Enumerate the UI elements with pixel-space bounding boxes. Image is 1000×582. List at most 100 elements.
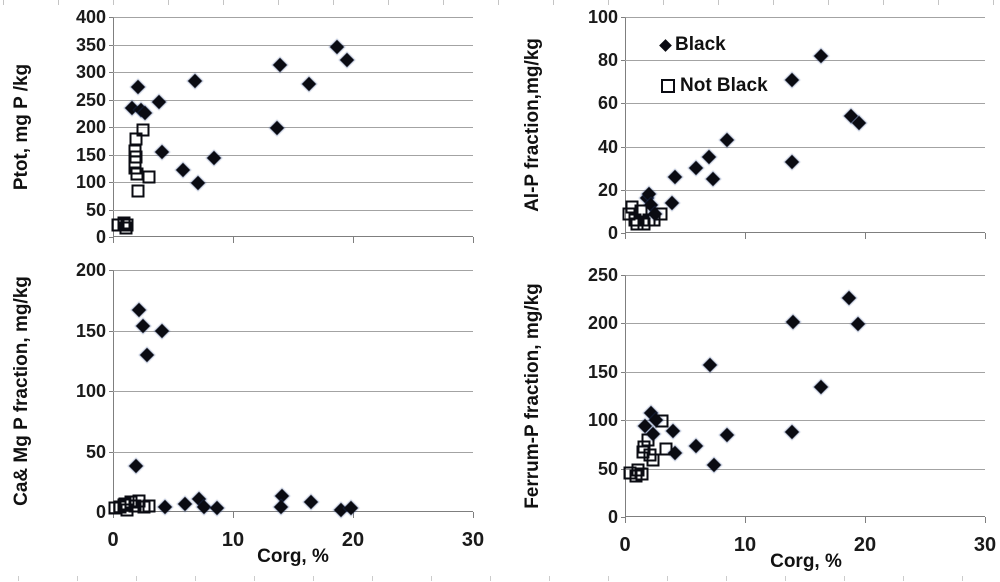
crop-edge-tick [962,576,963,581]
data-point-not-black [131,184,145,198]
gridline [625,103,985,105]
crop-edge-tick [828,0,829,5]
y-axis-title: Ca& Mg P fraction, mg/kg [11,276,32,506]
plot-area [625,275,985,517]
gridline [625,146,985,148]
gridline [625,323,985,325]
y-axis-tick [621,233,625,234]
x-axis-tick [985,233,986,239]
x-axis-tick [985,517,986,523]
y-tick-label: 400 [75,7,106,27]
y-axis-tick [109,154,113,156]
data-point-not-black [142,170,156,184]
x-axis-tick [473,512,474,518]
gridline [625,371,985,373]
data-point-not-black [654,207,668,221]
crop-edge-tick [223,0,224,5]
gridline [113,127,473,128]
crop-edge-tick [844,576,845,581]
crop-edge-tick [195,576,196,581]
y-tick-label: 20 [597,179,618,200]
x-tick-label: 10 [733,534,757,556]
crop-edge-tick [278,0,279,5]
square-marker-icon [661,79,675,93]
y-axis-tick [621,275,625,276]
gridline [625,60,985,62]
y-axis-title: Ferrum-P fraction, mg/kg [522,283,543,509]
y-axis-tick [109,512,113,513]
crop-edge-tick [667,576,668,581]
data-point-not-black [136,123,150,137]
crop-edge-tick [431,576,432,581]
x-axis-tick [473,237,474,243]
y-tick-label: 0 [95,502,106,522]
data-point-not-black [659,442,673,456]
y-axis-tick [621,17,625,18]
y-tick-label: 80 [597,50,618,71]
gridline [113,182,473,183]
crop-edge-tick [443,0,444,5]
data-point-not-black [625,200,639,214]
crop-edge-tick [77,576,78,581]
y-tick-label: 200 [75,117,106,137]
data-point-not-black [655,414,669,428]
y-axis-tick [621,323,625,325]
y-tick-label: 50 [85,199,106,220]
gridline [113,99,473,101]
x-axis-tick [625,517,626,523]
gridline [113,72,473,73]
y-tick-label: 250 [587,265,618,285]
crop-edge-tick [608,576,609,581]
data-point-not-black [142,499,156,513]
y-tick-label: 60 [597,93,618,114]
y-tick-label: 150 [75,320,106,341]
legend-item-black: Black [659,33,726,57]
x-tick-label: 0 [107,529,119,551]
crop-edge-tick [58,0,59,5]
crop-edge-tick [773,0,774,5]
diamond-marker-icon [659,38,672,52]
y-axis-tick [109,270,113,271]
data-point-not-black [129,132,143,146]
gridline [625,468,985,470]
legend-item-not-black: Not Black [661,74,768,98]
crop-edge-tick [490,576,491,581]
crop-edge-tick [333,0,334,5]
x-tick-label: 20 [341,529,365,551]
x-axis-title: Corg, % [770,551,842,572]
crop-edge-tick [726,576,727,581]
crop-edge-tick [663,0,664,5]
gridline [113,209,473,211]
y-tick-label: 0 [607,507,618,527]
y-axis-title: Ptot, mg P /kg [11,63,32,191]
y-axis-tick [109,330,113,332]
x-axis-tick [865,517,866,523]
y-tick-label: 250 [75,89,106,110]
data-point-not-black [634,204,648,218]
crop-edge-tick [608,0,609,5]
x-axis-tick [233,237,234,243]
gridline [113,451,473,453]
legend-label: Black [675,34,726,55]
y-tick-label: 100 [587,7,618,27]
gridline [113,330,473,332]
y-tick-label: 50 [85,441,106,462]
crop-edge-tick [993,0,994,5]
y-axis-tick [621,146,625,148]
y-tick-label: 200 [587,313,618,334]
gridline [625,189,985,191]
x-axis-title: Corg, % [257,546,329,567]
data-point-not-black [120,218,134,232]
y-tick-label: 0 [607,223,618,243]
x-axis-tick [745,233,746,239]
crop-edge-tick [113,0,114,5]
crop-edge-tick [254,576,255,581]
y-axis-tick [621,103,625,105]
crop-edge-tick [498,0,499,5]
y-tick-label: 300 [75,62,106,82]
crop-edge-tick [553,0,554,5]
gridline [113,44,473,46]
y-tick-label: 350 [75,34,106,55]
y-axis-tick [109,44,113,46]
